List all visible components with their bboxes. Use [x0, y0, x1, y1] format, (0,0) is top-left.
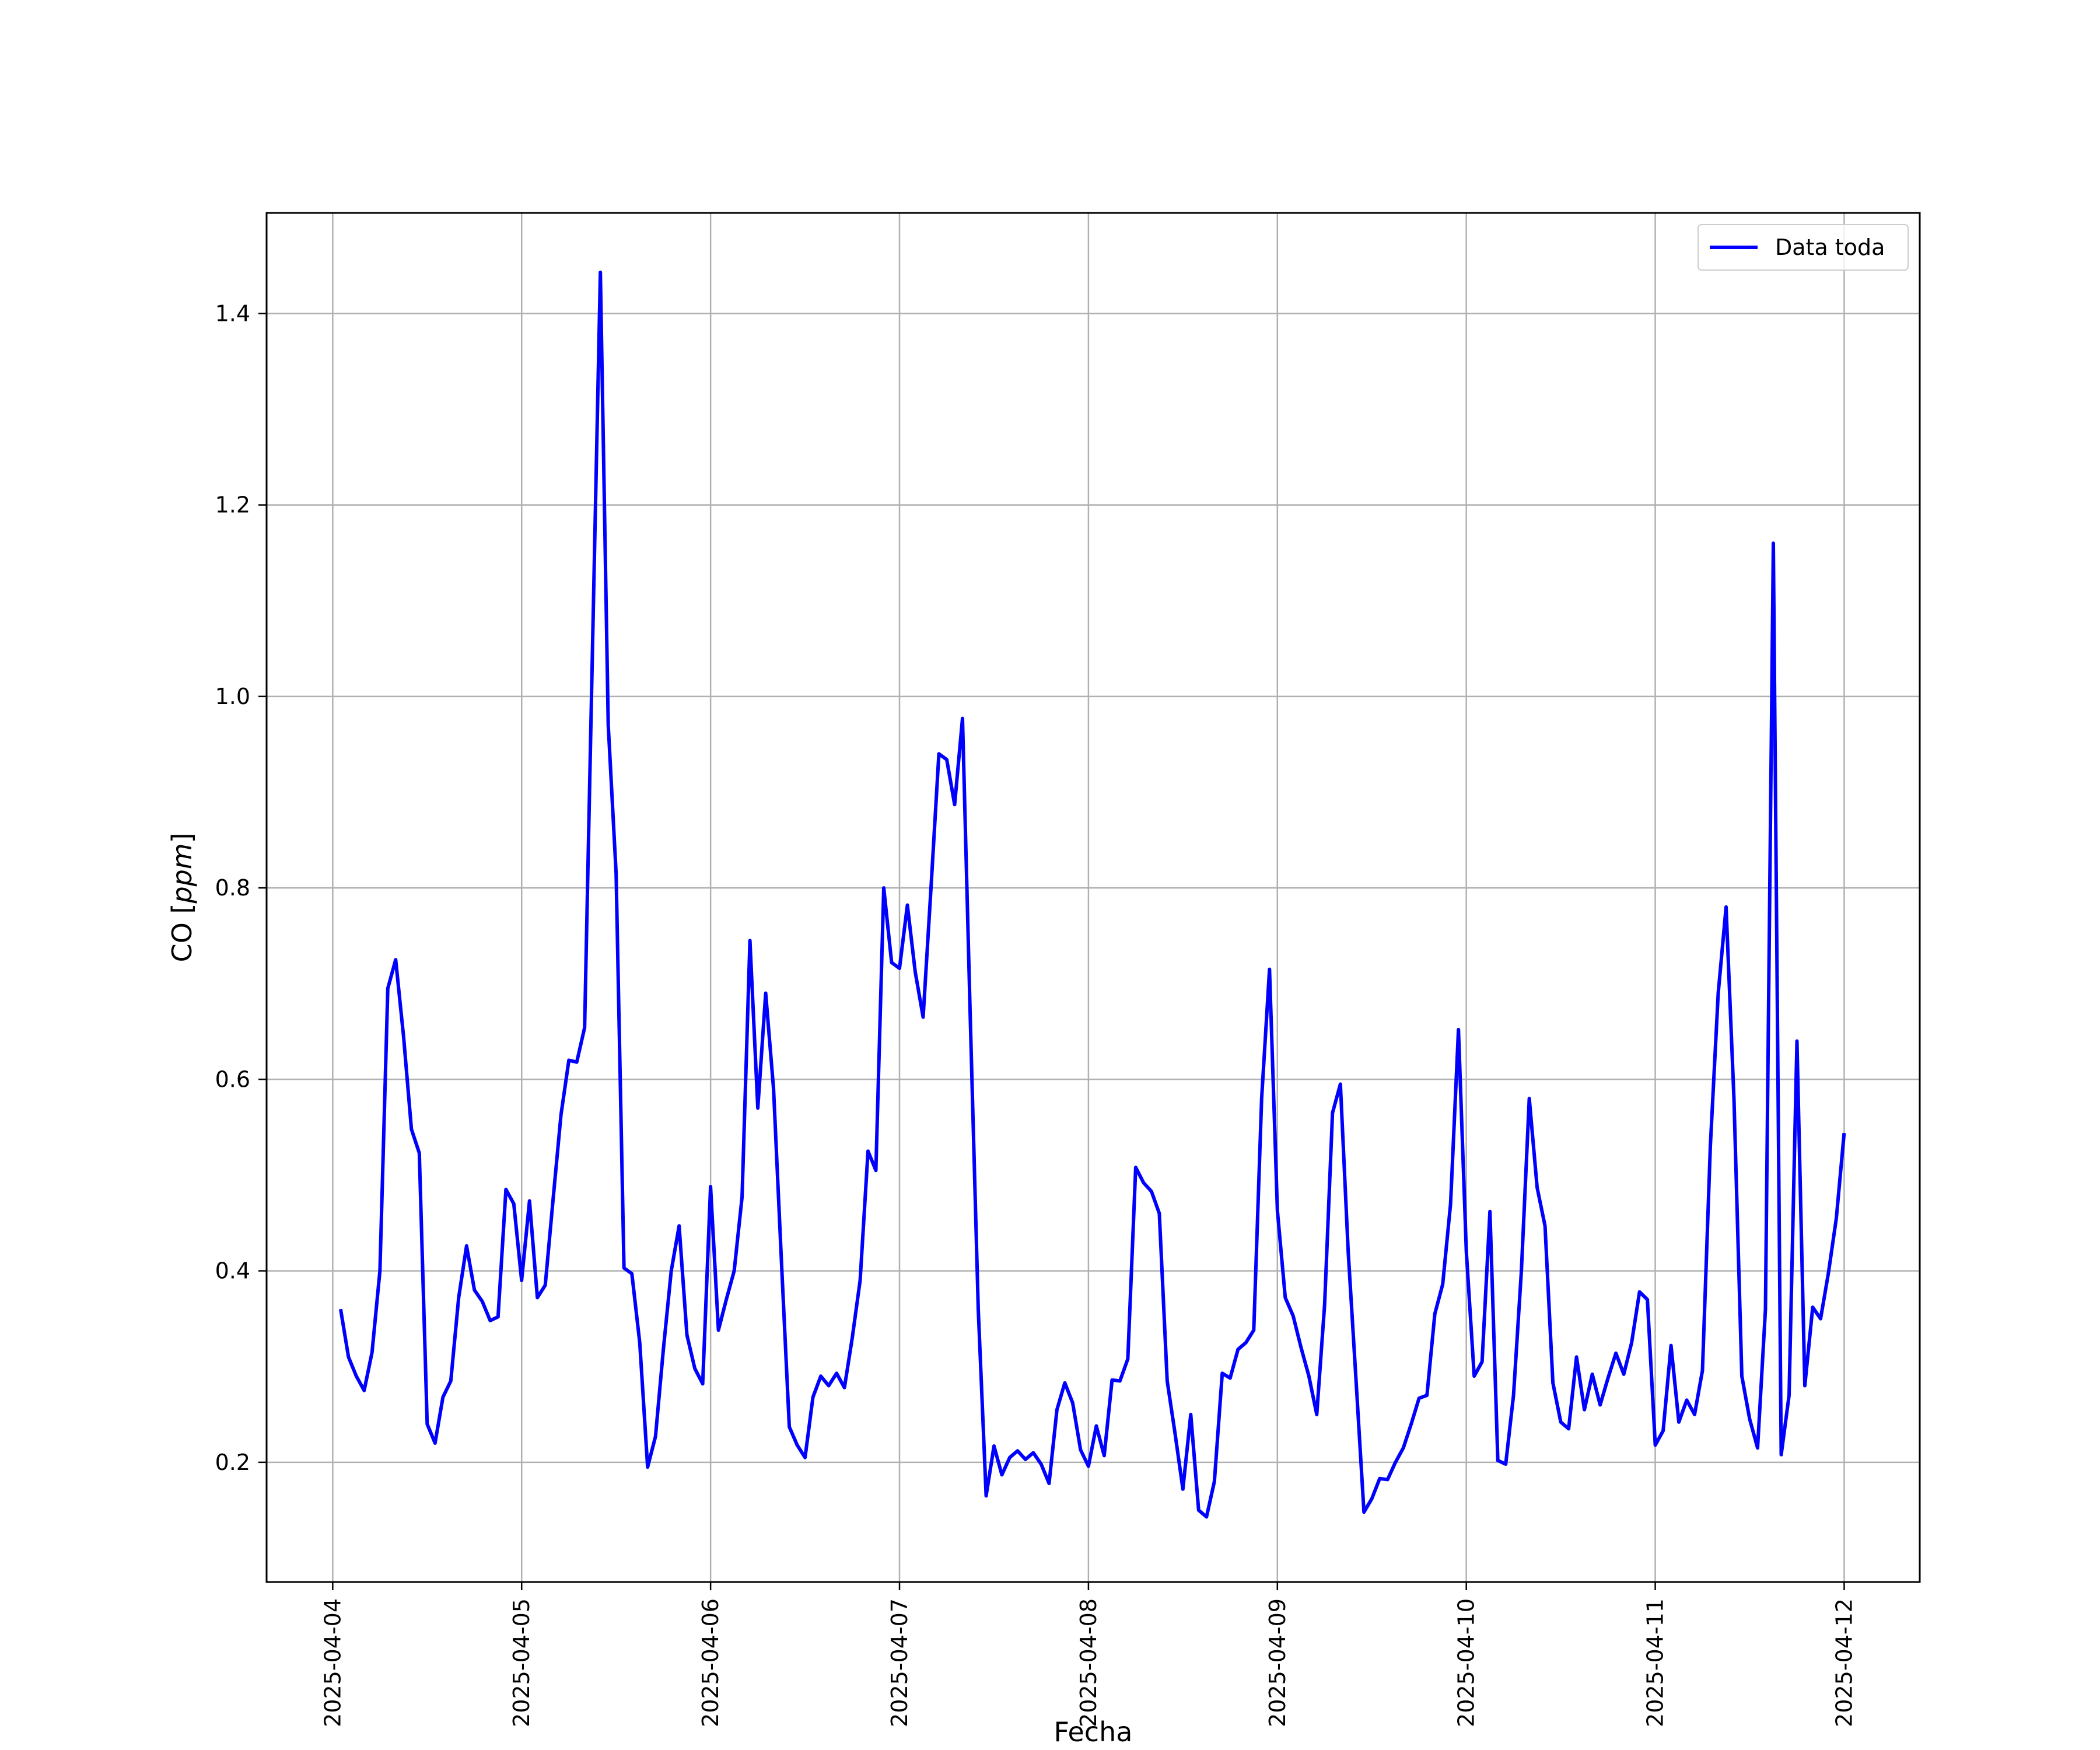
grid [267, 213, 1920, 1582]
y-axis-label-unit: ppm [166, 843, 198, 904]
legend-box [1698, 224, 1909, 271]
x-tick-label: 2025-04-07 [887, 1598, 912, 1727]
y-tick-label: 0.8 [215, 875, 250, 901]
y-tick-label: 0.4 [215, 1258, 250, 1284]
x-tick-label: 2025-04-05 [509, 1598, 534, 1727]
x-tick-label: 2025-04-06 [698, 1598, 723, 1727]
x-tick-label: 2025-04-11 [1643, 1598, 1668, 1727]
series-line-data-toda [338, 270, 1846, 1519]
series-layer [338, 270, 1846, 1519]
plot-area-frame [265, 212, 1921, 1583]
y-axis-label-suffix: ] [166, 832, 198, 843]
y-tick-label: 0.2 [215, 1450, 250, 1475]
y-tick-label: 1.0 [215, 684, 250, 709]
x-axis: 2025-04-04 2025-04-05 2025-04-06 2025-04-07… [320, 1582, 1857, 1727]
legend-label-data-toda: Data toda [1775, 235, 1885, 260]
y-tick-label: 1.2 [215, 492, 250, 518]
y-axis-label-prefix: CO [ [166, 904, 198, 963]
x-tick-label: 2025-04-12 [1831, 1598, 1857, 1727]
legend: Data toda [1698, 224, 1909, 271]
y-tick-label: 0.6 [215, 1066, 250, 1092]
x-tick-label: 2025-04-04 [320, 1598, 345, 1727]
x-tick-label: 2025-04-10 [1454, 1598, 1479, 1727]
x-axis-label: Fecha [1054, 1716, 1133, 1748]
x-tick-label: 2025-04-09 [1265, 1598, 1290, 1727]
y-axis-label: CO [ppm] [166, 832, 198, 962]
x-tick-label: 2025-04-08 [1076, 1598, 1101, 1727]
y-axis: 0.2 0.4 0.6 0.8 1.0 1.2 1.4 [215, 300, 267, 1475]
y-tick-label: 1.4 [215, 300, 250, 326]
